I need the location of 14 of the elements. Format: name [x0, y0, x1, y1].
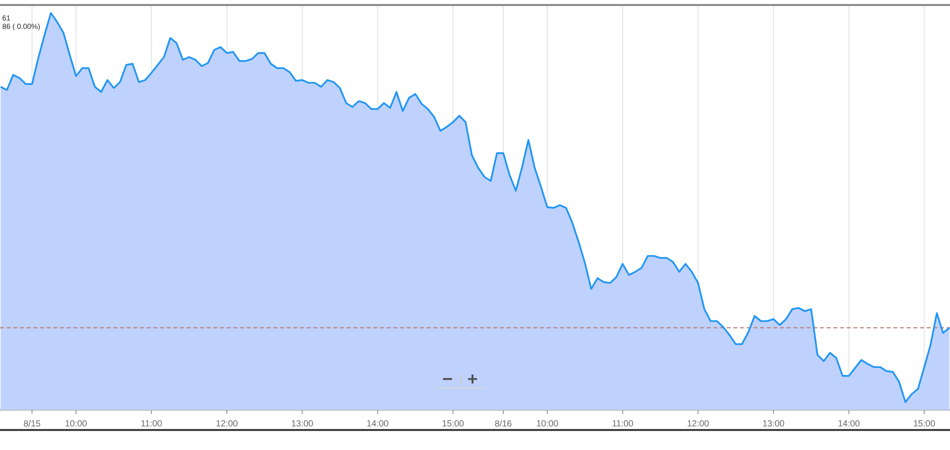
- x-tick-label: 15:00: [914, 420, 935, 426]
- x-tick-label: 12:00: [216, 420, 238, 426]
- x-tick-label: 10:00: [536, 420, 558, 426]
- x-tick-label: 10:00: [66, 420, 87, 426]
- x-tick-label: 8/16: [495, 420, 512, 427]
- x-tick-label: 14:00: [838, 420, 860, 426]
- x-tick-label: 15:00: [442, 420, 464, 426]
- x-tick-label: 8/15: [24, 420, 40, 427]
- x-tick-label: 11:00: [612, 420, 634, 426]
- x-tick-label: 14:00: [367, 420, 388, 426]
- x-tick-label: 12:00: [688, 420, 709, 426]
- x-tick-label: 13:00: [763, 420, 784, 426]
- x-tick-label: 11:00: [141, 420, 162, 426]
- x-tick-label: 13:00: [292, 420, 313, 426]
